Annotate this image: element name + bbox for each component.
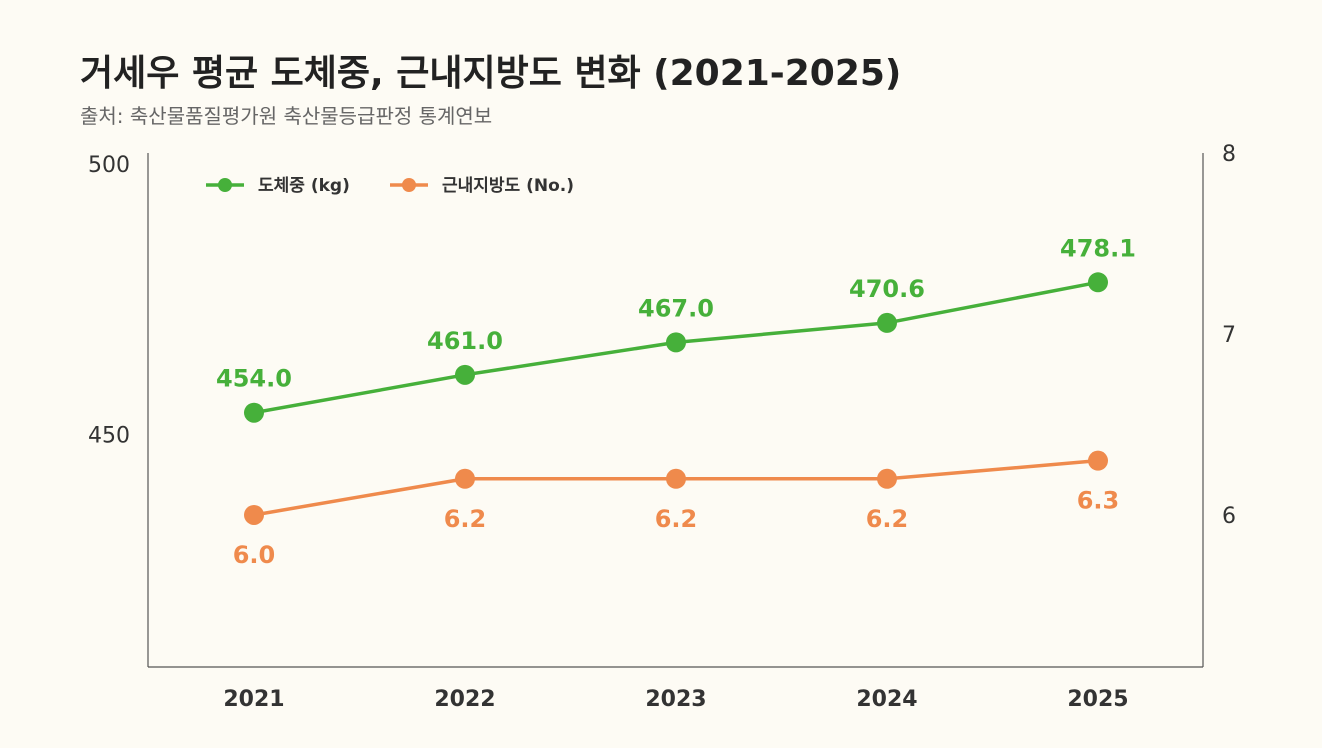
data-point xyxy=(666,332,686,353)
data-point xyxy=(455,468,475,489)
series-weight: 454.0 461.0 467.0 470.6 478.1 xyxy=(216,234,1136,423)
legend-label: 도체중 (kg) xyxy=(258,176,350,196)
x-tick-label: 2024 xyxy=(856,687,917,712)
data-label: 6.2 xyxy=(444,505,487,533)
data-point xyxy=(1088,272,1108,293)
data-label: 478.1 xyxy=(1060,234,1136,262)
legend-item: 도체중 (kg) xyxy=(206,176,350,196)
x-tick-label: 2023 xyxy=(645,687,706,712)
chart-axes xyxy=(147,153,1204,668)
data-point xyxy=(455,364,475,385)
data-label: 6.2 xyxy=(655,505,698,533)
data-label: 470.6 xyxy=(849,275,925,303)
chart-legend: 도체중 (kg) 근내지방도 (No.) xyxy=(206,176,574,196)
data-point xyxy=(877,468,897,489)
right-tick-label: 8 xyxy=(1222,142,1236,167)
chart-series: 454.0 461.0 467.0 470.6 478.1 6.0 6.2 6.2 6.2 6.3 xyxy=(216,234,1136,569)
left-tick-label: 500 xyxy=(88,153,130,178)
data-label: 467.0 xyxy=(638,294,714,322)
legend-item: 근내지방도 (No.) xyxy=(390,176,574,196)
x-tick-label: 2022 xyxy=(434,687,495,712)
data-label: 454.0 xyxy=(216,365,292,393)
x-tick-label: 2025 xyxy=(1067,687,1128,712)
right-tick-label: 7 xyxy=(1222,323,1236,348)
series-marbling: 6.0 6.2 6.2 6.2 6.3 xyxy=(233,450,1120,569)
axis-ticks: 450 500 6 7 8 2021 2022 2023 2024 2025 xyxy=(88,142,1236,712)
legend-label: 근내지방도 (No.) xyxy=(442,176,574,196)
data-label: 6.0 xyxy=(233,541,276,569)
page-title: 거세우 평균 도체중, 근내지방도 변화 (2021-2025) xyxy=(80,53,902,94)
legend-marker xyxy=(402,178,416,192)
data-point xyxy=(877,312,897,333)
data-point xyxy=(666,468,686,489)
data-point xyxy=(244,504,264,525)
left-tick-label: 450 xyxy=(88,423,130,448)
legend-marker xyxy=(218,178,232,192)
x-tick-label: 2021 xyxy=(223,687,284,712)
source-note: 출처: 축산물품질평가원 축산물등급판정 통계연보 xyxy=(80,104,493,128)
data-point xyxy=(244,402,264,423)
data-label: 6.3 xyxy=(1077,487,1120,515)
right-tick-label: 6 xyxy=(1222,504,1236,529)
data-label: 461.0 xyxy=(427,327,503,355)
data-point xyxy=(1088,450,1108,471)
data-label: 6.2 xyxy=(866,505,909,533)
